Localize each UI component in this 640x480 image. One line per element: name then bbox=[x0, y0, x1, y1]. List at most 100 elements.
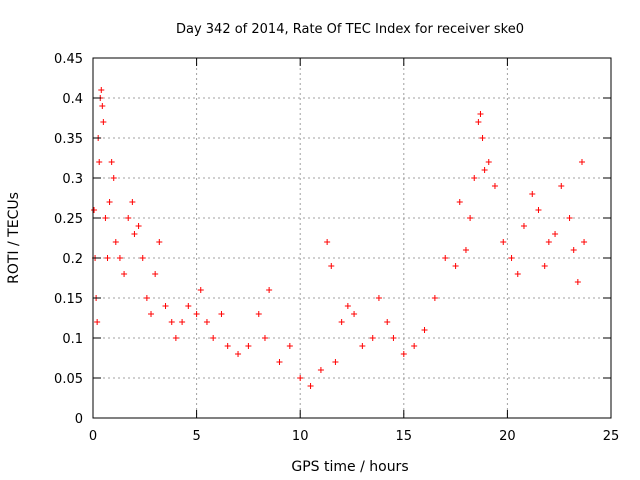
x-tick-label: 25 bbox=[603, 429, 620, 444]
data-point bbox=[514, 271, 521, 277]
data-point bbox=[552, 231, 559, 237]
data-point bbox=[91, 207, 98, 213]
y-tick-label: 0.1 bbox=[62, 332, 83, 347]
data-point bbox=[400, 351, 407, 357]
data-point bbox=[98, 87, 105, 93]
data-point bbox=[456, 199, 463, 205]
data-point bbox=[317, 367, 324, 373]
data-point bbox=[558, 183, 565, 189]
data-point bbox=[162, 303, 169, 309]
y-tick-label: 0.35 bbox=[54, 132, 83, 147]
data-point bbox=[106, 199, 113, 205]
data-point bbox=[203, 319, 210, 325]
data-point bbox=[328, 263, 335, 269]
data-point bbox=[139, 255, 146, 261]
data-point bbox=[286, 343, 293, 349]
data-point bbox=[421, 327, 428, 333]
data-point bbox=[384, 319, 391, 325]
x-tick-label: 15 bbox=[396, 429, 413, 444]
data-point bbox=[179, 319, 186, 325]
data-point bbox=[94, 319, 101, 325]
x-axis-title: GPS time / hours bbox=[291, 459, 408, 475]
axis-ticks bbox=[92, 57, 612, 419]
data-point bbox=[545, 239, 552, 245]
data-point bbox=[100, 119, 107, 125]
x-tick-labels: 0 5 10 15 20 25 bbox=[89, 429, 619, 444]
data-point bbox=[131, 231, 138, 237]
data-point bbox=[369, 335, 376, 341]
x-tick-label: 10 bbox=[292, 429, 309, 444]
data-point bbox=[491, 183, 498, 189]
data-point bbox=[375, 295, 382, 301]
data-point bbox=[148, 311, 155, 317]
x-tick-label: 5 bbox=[192, 429, 200, 444]
y-tick-label: 0.2 bbox=[62, 252, 83, 267]
data-point bbox=[224, 343, 231, 349]
y-tick-label: 0.15 bbox=[54, 292, 83, 307]
data-point bbox=[351, 311, 358, 317]
data-point bbox=[467, 215, 474, 221]
data-point bbox=[99, 103, 106, 109]
y-tick-label: 0.3 bbox=[62, 172, 83, 187]
data-point bbox=[168, 319, 175, 325]
data-point bbox=[479, 135, 486, 141]
data-point bbox=[578, 159, 585, 165]
data-point bbox=[485, 159, 492, 165]
data-point bbox=[581, 239, 588, 245]
data-point bbox=[529, 191, 536, 197]
data-point bbox=[332, 359, 339, 365]
data-point bbox=[566, 215, 573, 221]
y-tick-label: 0.05 bbox=[54, 372, 83, 387]
data-point bbox=[359, 343, 366, 349]
data-point bbox=[125, 215, 132, 221]
y-tick-label: 0.4 bbox=[62, 92, 83, 107]
grid-lines bbox=[93, 58, 611, 418]
data-point bbox=[245, 343, 252, 349]
data-point bbox=[477, 111, 484, 117]
chart-title: Day 342 of 2014, Rate Of TEC Index for r… bbox=[176, 22, 524, 37]
data-point bbox=[121, 271, 128, 277]
data-point bbox=[390, 335, 397, 341]
data-point bbox=[116, 255, 123, 261]
data-point bbox=[541, 263, 548, 269]
data-point bbox=[471, 175, 478, 181]
data-point bbox=[210, 335, 217, 341]
data-point bbox=[411, 343, 418, 349]
x-tick-label: 20 bbox=[499, 429, 516, 444]
data-points bbox=[91, 87, 588, 389]
data-point bbox=[307, 383, 314, 389]
data-point bbox=[143, 295, 150, 301]
data-point bbox=[520, 223, 527, 229]
data-point bbox=[508, 255, 515, 261]
data-point bbox=[431, 295, 438, 301]
data-point bbox=[112, 239, 119, 245]
data-point bbox=[110, 175, 117, 181]
x-tick-label: 0 bbox=[89, 429, 97, 444]
data-point bbox=[452, 263, 459, 269]
data-point bbox=[475, 119, 482, 125]
data-point bbox=[535, 207, 542, 213]
data-point bbox=[96, 159, 103, 165]
data-point bbox=[255, 311, 262, 317]
data-point bbox=[500, 239, 507, 245]
data-point bbox=[193, 311, 200, 317]
data-point bbox=[156, 239, 163, 245]
y-axis-title: ROTI / TECUs bbox=[6, 192, 22, 284]
data-point bbox=[235, 351, 242, 357]
data-point bbox=[218, 311, 225, 317]
data-point bbox=[185, 303, 192, 309]
y-tick-labels: 0 0.05 0.1 0.15 0.2 0.25 0.3 0.35 0.4 0.45 bbox=[54, 52, 83, 427]
data-point bbox=[276, 359, 283, 365]
data-point bbox=[570, 247, 577, 253]
data-point bbox=[152, 271, 159, 277]
data-point bbox=[129, 199, 136, 205]
plot-frame bbox=[92, 57, 612, 419]
data-point bbox=[462, 247, 469, 253]
data-point bbox=[297, 375, 304, 381]
data-point bbox=[197, 287, 204, 293]
data-point bbox=[442, 255, 449, 261]
data-point bbox=[481, 167, 488, 173]
data-point bbox=[574, 279, 581, 285]
data-point bbox=[172, 335, 179, 341]
